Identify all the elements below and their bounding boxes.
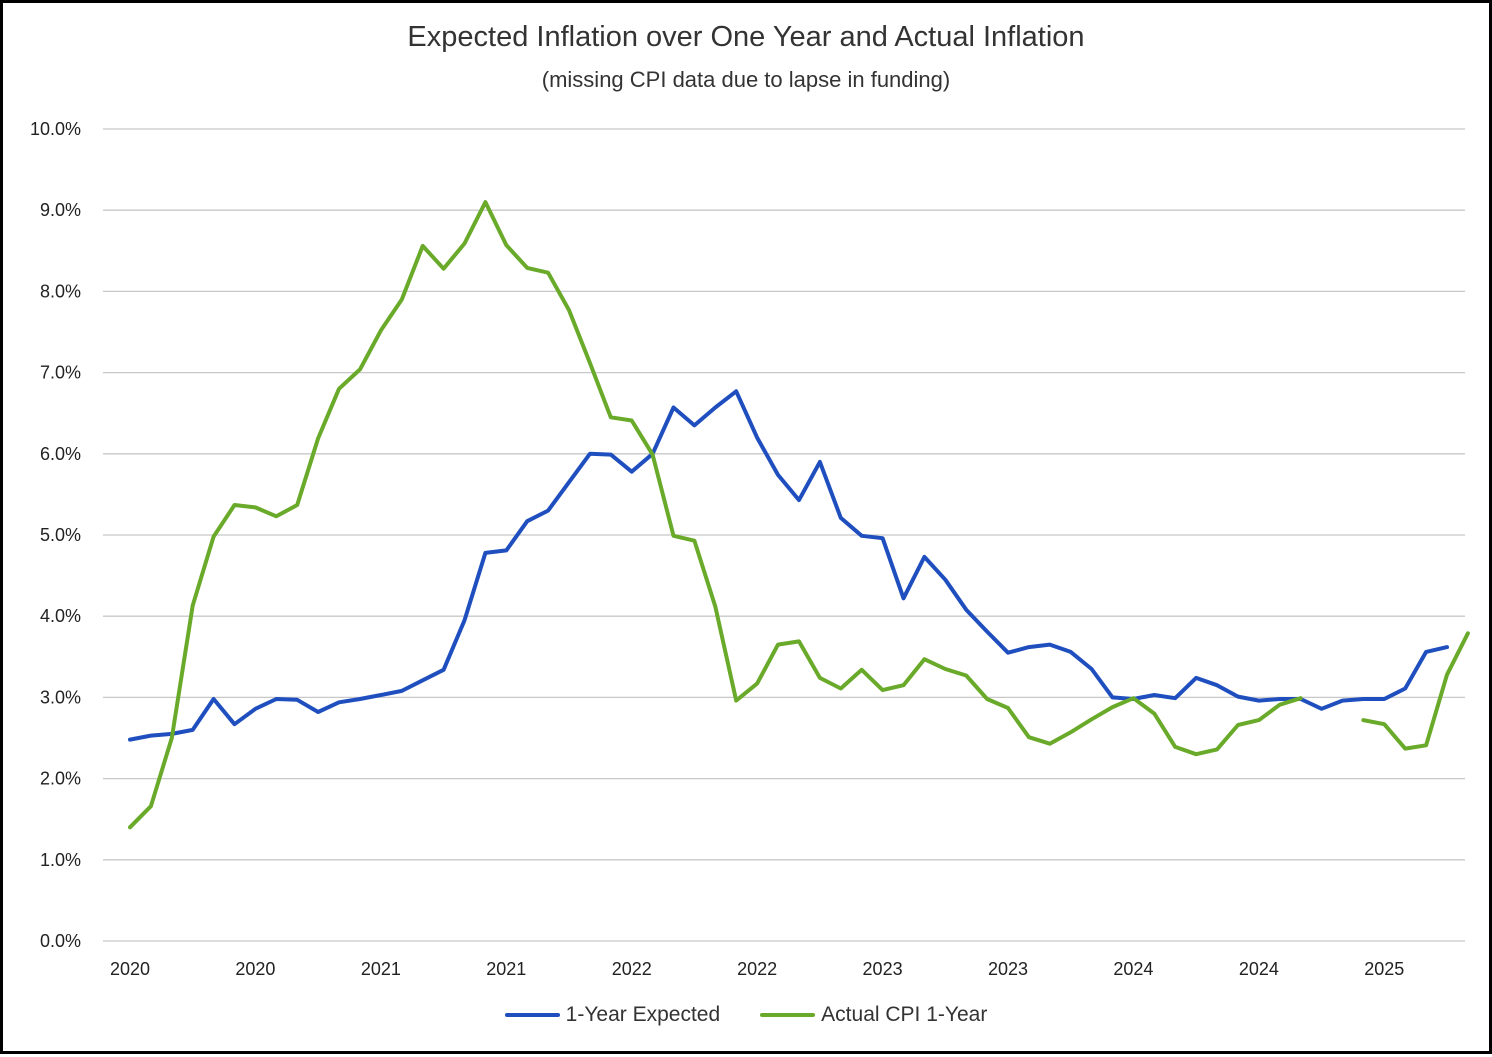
x-tick-label: 2023 <box>988 959 1028 979</box>
legend-item-expected: 1-Year Expected <box>504 1003 721 1027</box>
x-tick-label: 2024 <box>1239 959 1279 979</box>
legend-label-actual-cpi: Actual CPI 1-Year <box>821 1003 988 1026</box>
line-chart: 0.0% 1.0% 2.0% 3.0% 4.0% 5.0% 6.0% 7.0% 8.0% 9.0%… <box>30 119 1470 979</box>
series-line-actual-cpi <box>1361 631 1470 751</box>
x-tick-label: 2021 <box>486 959 526 979</box>
y-tick-label: 2.0% <box>40 769 81 789</box>
y-tick-label: 1.0% <box>40 850 81 870</box>
y-tick-label: 7.0% <box>40 363 81 383</box>
chart-subtitle: (missing CPI data due to lapse in fundin… <box>541 67 951 92</box>
legend-label-expected: 1-Year Expected <box>565 1003 721 1026</box>
legend-item-actual-cpi: Actual CPI 1-Year <box>760 1003 987 1027</box>
legend-swatch-expected <box>504 1013 560 1017</box>
x-tick-label: 2022 <box>612 959 652 979</box>
x-tick-label: 2020 <box>110 959 150 979</box>
x-tick-label: 2020 <box>235 959 275 979</box>
x-tick-label: 2023 <box>863 959 903 979</box>
x-tick-label: 2021 <box>361 959 401 979</box>
chart-title: Expected Inflation over One Year and Act… <box>407 21 1085 53</box>
y-tick-label: 9.0% <box>40 200 81 220</box>
x-tick-label: 2024 <box>1113 959 1153 979</box>
legend-swatch-actual-cpi <box>760 1013 816 1017</box>
legend: 1-Year Expected Actual CPI 1-Year <box>3 1003 1489 1027</box>
y-tick-label: 4.0% <box>40 606 81 626</box>
y-tick-label: 0.0% <box>40 931 81 951</box>
series-line-actual-cpi <box>128 200 1303 830</box>
x-tick-label: 2025 <box>1364 959 1404 979</box>
series-line-expected <box>128 389 1449 742</box>
y-tick-label: 3.0% <box>40 687 81 707</box>
y-tick-label: 6.0% <box>40 444 81 464</box>
y-tick-label: 10.0% <box>30 119 81 139</box>
y-tick-label: 5.0% <box>40 525 81 545</box>
y-tick-label: 8.0% <box>40 281 81 301</box>
x-tick-label: 2022 <box>737 959 777 979</box>
